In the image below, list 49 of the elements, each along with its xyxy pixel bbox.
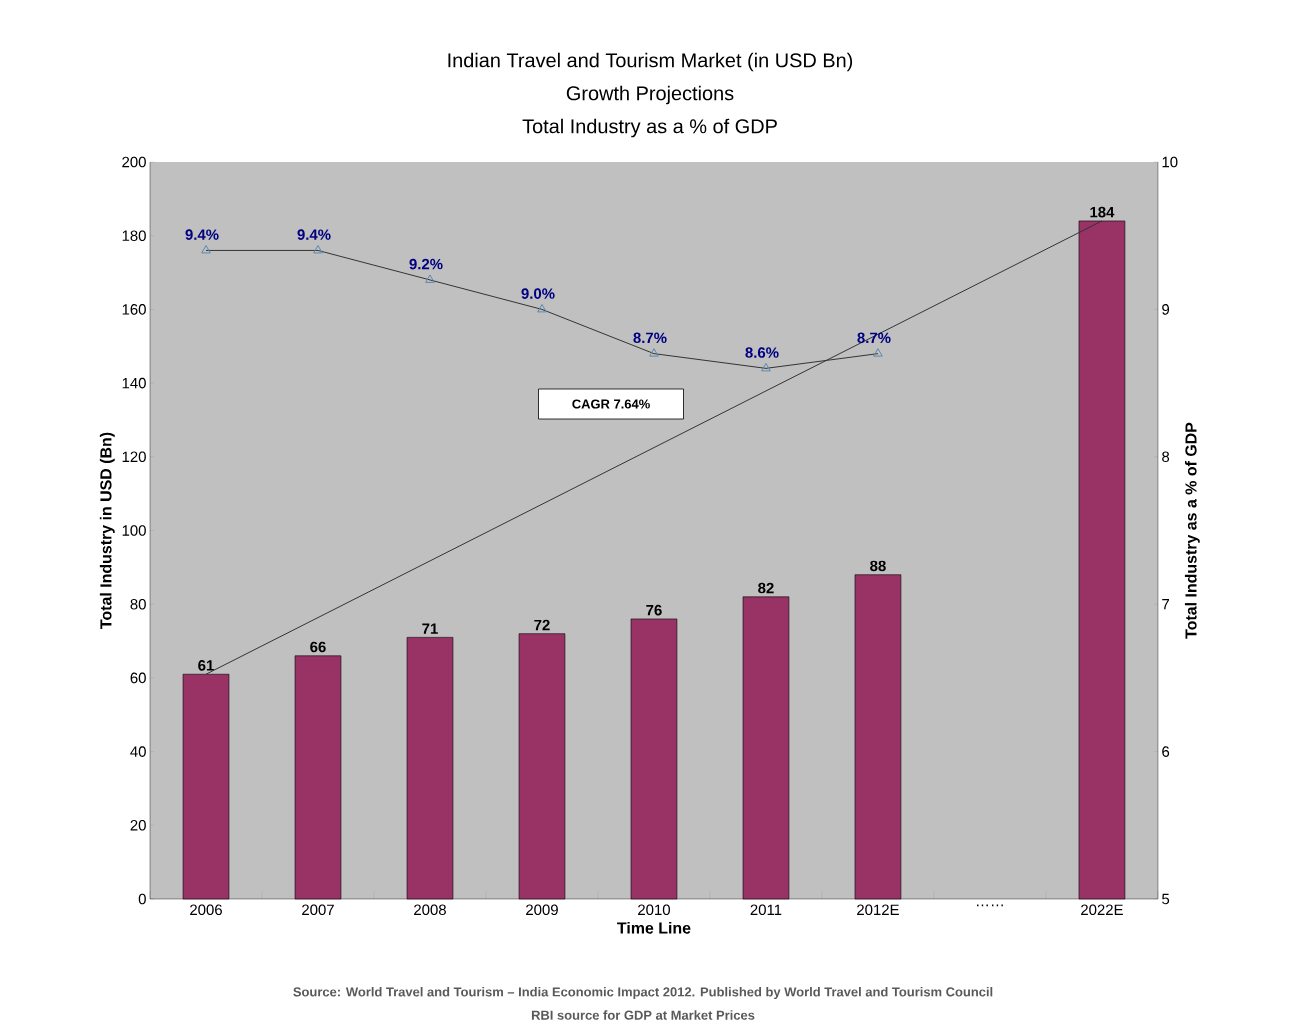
annotation: CAGR 7.64% — [572, 399, 650, 409]
y-tick-label: 180 — [122, 230, 146, 241]
chart-title: Indian Travel and Tourism Market (in USD Bn) — [448, 52, 853, 72]
text: Total Industry as a % of GDP — [522, 118, 777, 138]
x-tick-label: 2010 — [638, 904, 670, 916]
y-tick-label: 0 — [138, 893, 146, 905]
y-tick-label: 60 — [130, 672, 146, 684]
y2-tick-label: 6 — [1162, 746, 1170, 757]
x-tick-label: 2009 — [526, 904, 558, 916]
y2-tick-label: 10 — [1162, 156, 1178, 168]
y2-axis-title: Total Industry as a % of GDP — [1184, 422, 1200, 639]
y2-tick-label: 5 — [1162, 893, 1170, 905]
data-label: 71 — [422, 623, 438, 634]
data-label: 9.2% — [409, 258, 443, 270]
data-label: 76 — [646, 604, 662, 616]
y-tick-label: 80 — [130, 598, 146, 610]
chart-subtitle: Growth Projections — [566, 85, 734, 105]
data-label: 9.4% — [185, 229, 219, 240]
y-tick-label: 160 — [122, 304, 146, 315]
x-tick-label: 2007 — [302, 904, 334, 916]
source-note: Source: World Travel and Tourism – India Economic Impact 2012. Published by World Travel and Tourism Council — [293, 986, 993, 1000]
y2-tick-label: 9 — [1162, 304, 1170, 315]
y-axis-title: Total Industry in USD (Bn) — [99, 432, 115, 629]
data-label: 9.4% — [297, 229, 331, 240]
data-label: 66 — [310, 641, 326, 653]
x-axis-title: Time Line — [617, 921, 691, 934]
x-tick-label: 2008 — [414, 904, 446, 916]
y2-tick-label: 8 — [1162, 451, 1170, 463]
x-tick-label: 2011 — [750, 904, 782, 916]
data-label: 8.6% — [745, 347, 779, 358]
x-tick-label: 2022E — [1081, 904, 1123, 916]
data-label: 82 — [758, 582, 774, 594]
y-tick-label: 200 — [122, 156, 146, 168]
x-tick-label: 2006 — [190, 904, 222, 916]
x-tick-label: …… — [977, 904, 1003, 907]
y-tick-label: 20 — [130, 820, 146, 831]
data-label: 61 — [198, 660, 214, 671]
data-label: 184 — [1090, 206, 1115, 218]
y-tick-label: 40 — [130, 746, 146, 757]
data-label: 72 — [534, 619, 550, 631]
data-label: 8.7% — [633, 332, 667, 344]
y-tick-label: 120 — [122, 451, 146, 463]
x-tick-label: 2012E — [857, 904, 899, 916]
y2-tick-label: 7 — [1162, 599, 1170, 610]
data-label: 9.0% — [521, 288, 555, 299]
y-tick-label: 100 — [122, 525, 146, 536]
text: RBI source for GDP at Market Prices — [531, 1010, 755, 1020]
y-tick-label: 140 — [122, 377, 146, 389]
data-label: 88 — [870, 560, 886, 572]
